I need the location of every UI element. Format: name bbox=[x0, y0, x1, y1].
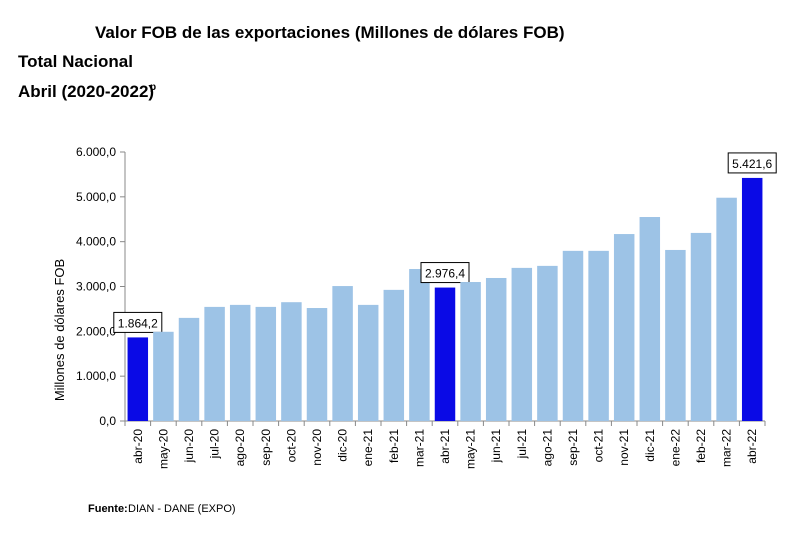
x-tick-label: oct-21 bbox=[592, 429, 606, 463]
x-tick-label: abr-21 bbox=[438, 429, 452, 464]
x-tick-label: mar-21 bbox=[412, 429, 426, 467]
bar bbox=[665, 249, 686, 421]
period-mark: p bbox=[150, 82, 156, 93]
bar bbox=[281, 302, 302, 421]
x-tick-label: feb-21 bbox=[387, 429, 401, 463]
bar bbox=[716, 197, 737, 421]
y-tick-label: 2.000,0 bbox=[76, 324, 116, 338]
x-tick-label: jul-20 bbox=[208, 429, 222, 460]
bar bbox=[204, 306, 225, 421]
x-tick-label: ago-21 bbox=[540, 429, 554, 467]
bar bbox=[741, 177, 763, 421]
chart-period: Abril (2020-2022) bbox=[18, 82, 154, 101]
bar bbox=[332, 286, 353, 421]
x-tick-label: sep-21 bbox=[566, 429, 580, 466]
bar bbox=[690, 232, 712, 421]
bar bbox=[511, 267, 533, 421]
bar bbox=[229, 304, 251, 421]
y-tick-label: 0,0 bbox=[99, 414, 116, 428]
x-tick-label: mar-22 bbox=[720, 429, 734, 467]
bar bbox=[178, 317, 200, 421]
bar bbox=[537, 265, 558, 421]
x-tick-label: abr-20 bbox=[131, 429, 145, 464]
y-tick-label: 1.000,0 bbox=[76, 369, 116, 383]
bar bbox=[255, 306, 277, 421]
source: DIAN - DANE (EXPO) bbox=[128, 503, 236, 515]
x-tick-label: feb-22 bbox=[694, 429, 708, 463]
bar bbox=[409, 269, 430, 421]
bar bbox=[562, 250, 584, 421]
value-label: 2.976,4 bbox=[425, 267, 465, 281]
x-tick-label: nov-20 bbox=[310, 429, 324, 466]
bar bbox=[588, 250, 609, 421]
bar bbox=[434, 287, 456, 421]
bar bbox=[153, 331, 174, 421]
bar bbox=[127, 337, 149, 421]
y-axis-label: Millones de dólares FOB bbox=[52, 259, 67, 401]
bar bbox=[613, 234, 635, 421]
x-tick-label: nov-21 bbox=[617, 429, 631, 466]
source-label: Fuente: bbox=[88, 503, 128, 515]
x-tick-label: ene-21 bbox=[361, 429, 375, 467]
x-tick-label: jun-21 bbox=[489, 429, 503, 464]
value-label-box bbox=[420, 262, 470, 284]
value-label-box bbox=[113, 311, 163, 333]
bar bbox=[485, 277, 507, 421]
x-tick-label: ago-20 bbox=[233, 429, 247, 467]
value-label: 1.864,2 bbox=[118, 316, 158, 330]
x-tick-label: dic-20 bbox=[336, 429, 350, 462]
x-tick-label: dic-21 bbox=[643, 429, 657, 462]
y-tick-label: 5.000,0 bbox=[76, 190, 116, 204]
chart-title: Valor FOB de las exportaciones (Millones… bbox=[95, 23, 565, 42]
y-tick-label: 3.000,0 bbox=[76, 280, 116, 294]
x-tick-label: jun-20 bbox=[182, 429, 196, 464]
x-tick-label: may-20 bbox=[156, 429, 170, 469]
y-tick-label: 6.000,0 bbox=[76, 145, 116, 159]
x-tick-label: abr-22 bbox=[745, 429, 759, 464]
y-tick-label: 4.000,0 bbox=[76, 235, 116, 249]
bar bbox=[383, 289, 405, 421]
x-tick-label: ene-22 bbox=[668, 429, 682, 467]
value-label: 5.421,6 bbox=[732, 157, 772, 171]
value-label-box bbox=[727, 152, 777, 174]
x-tick-label: sep-20 bbox=[259, 429, 273, 466]
x-tick-label: oct-20 bbox=[284, 429, 298, 463]
bar bbox=[639, 217, 661, 421]
x-tick-label: jul-21 bbox=[515, 429, 529, 460]
x-tick-label: may-21 bbox=[464, 429, 478, 469]
bar bbox=[460, 282, 481, 421]
chart-subtitle: Total Nacional bbox=[18, 52, 133, 71]
bar bbox=[357, 304, 379, 421]
bar bbox=[306, 308, 328, 421]
